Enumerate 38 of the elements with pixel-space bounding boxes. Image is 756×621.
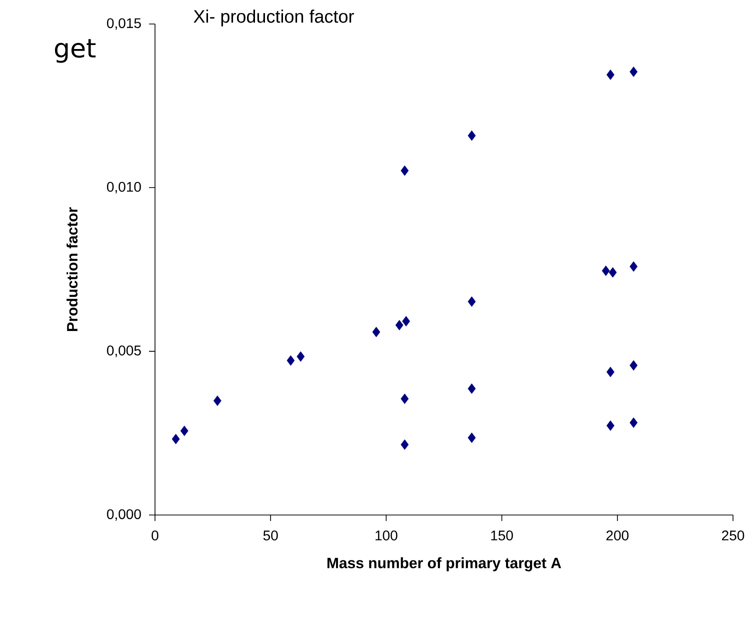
y-tick-label: 0,015: [106, 18, 141, 30]
point: [213, 396, 222, 406]
point: [172, 434, 180, 444]
point: [400, 165, 409, 176]
x-tick-label: 250: [722, 530, 744, 540]
point: [468, 432, 476, 443]
point: [468, 130, 476, 141]
point: [608, 267, 617, 278]
y-tick-label: 0,000: [106, 509, 141, 521]
point: [402, 316, 410, 326]
point: [468, 296, 476, 307]
x-tick-label: 50: [263, 530, 278, 540]
point: [468, 383, 476, 394]
point: [606, 420, 614, 431]
point: [606, 366, 614, 378]
x-tick-label: 100: [376, 530, 398, 540]
chart-title: Xi- production factor: [194, 10, 354, 26]
point: [180, 426, 188, 436]
x-tick-label: 150: [491, 530, 513, 540]
text: get: [54, 39, 96, 63]
point: [286, 355, 295, 366]
point: [372, 326, 380, 338]
point: [400, 394, 409, 404]
point: [395, 320, 404, 330]
y-axis-title: Production factor: [66, 207, 78, 331]
point: [630, 66, 638, 77]
point: [630, 417, 638, 428]
x-tick-label: 0: [152, 530, 158, 540]
point: [296, 351, 305, 362]
x-tick-label: 200: [606, 530, 629, 540]
point: [630, 261, 638, 272]
point: [606, 70, 614, 80]
x-axis-title: Mass number of primary target A: [327, 557, 562, 572]
point: [400, 439, 409, 450]
y-tick-label: 0,010: [106, 182, 141, 194]
point: [602, 266, 610, 276]
y-tick-label: 0,005: [106, 346, 141, 358]
point: [630, 360, 638, 371]
